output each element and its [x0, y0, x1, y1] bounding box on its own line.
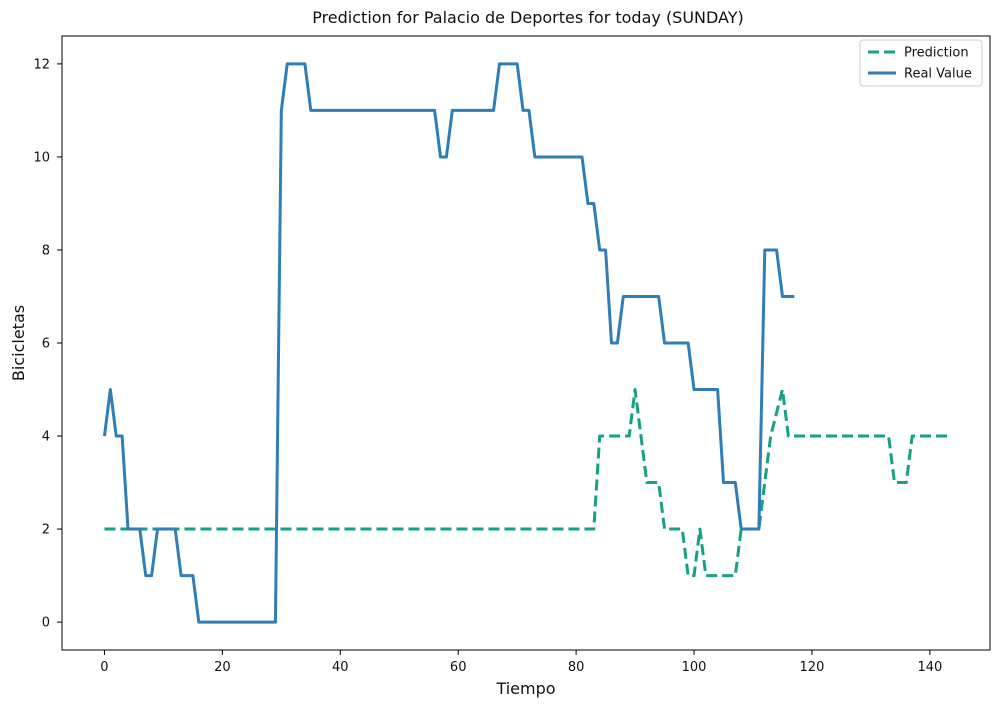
legend-label: Real Value: [904, 67, 972, 82]
x-axis: 0 20 40 60 80 100 120 140: [100, 650, 942, 675]
y-tick-label: 4: [42, 430, 50, 445]
y-tick-label: 8: [42, 243, 50, 258]
x-tick-label: 0: [100, 660, 108, 675]
x-tick-label: 80: [568, 660, 585, 675]
plot-area: [102, 62, 948, 624]
x-tick-label: 40: [332, 660, 349, 675]
chart-title: Prediction for Palacio de Deportes for t…: [312, 8, 744, 27]
series-line-prediction: [104, 388, 948, 578]
series-line-real-value: [102, 62, 795, 624]
y-axis: 0 2 4 6 8 10 12: [33, 57, 62, 631]
y-axis-label: Bicicletas: [9, 305, 28, 381]
legend-label: Prediction: [904, 46, 969, 61]
x-tick-label: 60: [450, 660, 467, 675]
x-tick-label: 120: [800, 660, 825, 675]
legend: Prediction Real Value: [859, 39, 983, 87]
y-tick-label: 12: [33, 57, 50, 72]
x-tick-label: 140: [917, 660, 942, 675]
y-tick-label: 0: [42, 616, 50, 631]
y-tick-label: 2: [42, 523, 50, 538]
plot-frame: [61, 35, 991, 651]
x-tick-label: 20: [214, 660, 231, 675]
y-tick-label: 10: [33, 150, 50, 165]
x-axis-label: Tiempo: [495, 679, 555, 698]
y-tick-label: 6: [42, 337, 50, 352]
x-tick-label: 100: [682, 660, 707, 675]
